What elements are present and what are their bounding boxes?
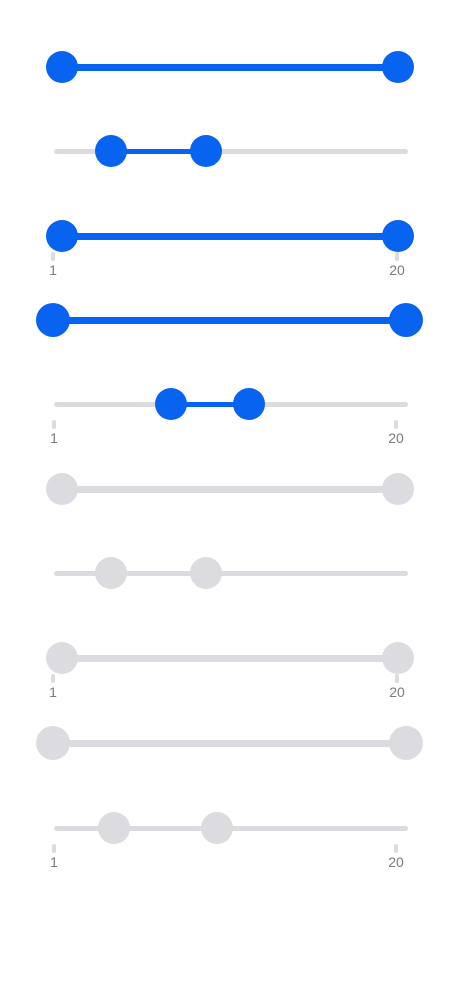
slider-thumb-high[interactable] bbox=[389, 303, 423, 337]
slider-thumb-high[interactable] bbox=[382, 51, 414, 83]
slider-thumb-low[interactable] bbox=[36, 726, 70, 760]
slider-thumb-high[interactable] bbox=[232, 388, 265, 420]
slider-thumb-low[interactable] bbox=[94, 135, 127, 167]
slider-min-tick bbox=[51, 674, 55, 683]
slider-thumb-low[interactable] bbox=[94, 557, 127, 589]
slider-thumb-high[interactable] bbox=[190, 557, 223, 589]
slider-max-tick bbox=[394, 844, 398, 853]
slider-range-fill bbox=[110, 148, 207, 154]
slider-thumb-high[interactable] bbox=[382, 220, 414, 252]
slider-thumb-low[interactable] bbox=[154, 388, 187, 420]
slider-min-tick bbox=[52, 420, 56, 429]
slider-thumb-high[interactable] bbox=[382, 473, 414, 505]
slider-thumb-low[interactable] bbox=[46, 473, 78, 505]
slider-track[interactable] bbox=[54, 570, 408, 576]
slider-thumb-low[interactable] bbox=[46, 220, 78, 252]
slider-range-fill bbox=[62, 485, 398, 493]
slider-min-label: 1 bbox=[49, 684, 57, 700]
slider-max-label: 20 bbox=[389, 262, 405, 278]
slider-range-fill bbox=[62, 63, 398, 71]
slider-thumb-low[interactable] bbox=[36, 303, 70, 337]
slider-min-tick bbox=[51, 252, 55, 261]
slider-thumb-low[interactable] bbox=[46, 51, 78, 83]
slider-range-fill bbox=[110, 570, 207, 576]
slider-thumb-low[interactable] bbox=[46, 642, 78, 674]
slider-min-tick bbox=[52, 844, 56, 853]
slider-max-tick bbox=[394, 420, 398, 429]
slider-thumb-high[interactable] bbox=[190, 135, 223, 167]
slider-thumb-high[interactable] bbox=[200, 812, 233, 844]
slider-range-fill bbox=[114, 825, 217, 831]
slider-max-tick bbox=[395, 674, 399, 683]
slider-thumb-high[interactable] bbox=[382, 642, 414, 674]
slider-range-fill bbox=[53, 316, 406, 324]
slider-min-label: 1 bbox=[50, 430, 58, 446]
slider-max-tick bbox=[395, 252, 399, 261]
slider-min-label: 1 bbox=[49, 262, 57, 278]
slider-range-fill bbox=[53, 739, 406, 747]
slider-range-fill bbox=[170, 401, 249, 407]
slider-min-label: 1 bbox=[50, 854, 58, 870]
slider-track[interactable] bbox=[54, 148, 408, 154]
slider-max-label: 20 bbox=[388, 854, 404, 870]
slider-max-label: 20 bbox=[389, 684, 405, 700]
slider-thumb-high[interactable] bbox=[389, 726, 423, 760]
slider-range-fill bbox=[62, 654, 398, 662]
slider-thumb-low[interactable] bbox=[98, 812, 131, 844]
slider-max-label: 20 bbox=[388, 430, 404, 446]
slider-range-fill bbox=[62, 232, 398, 240]
